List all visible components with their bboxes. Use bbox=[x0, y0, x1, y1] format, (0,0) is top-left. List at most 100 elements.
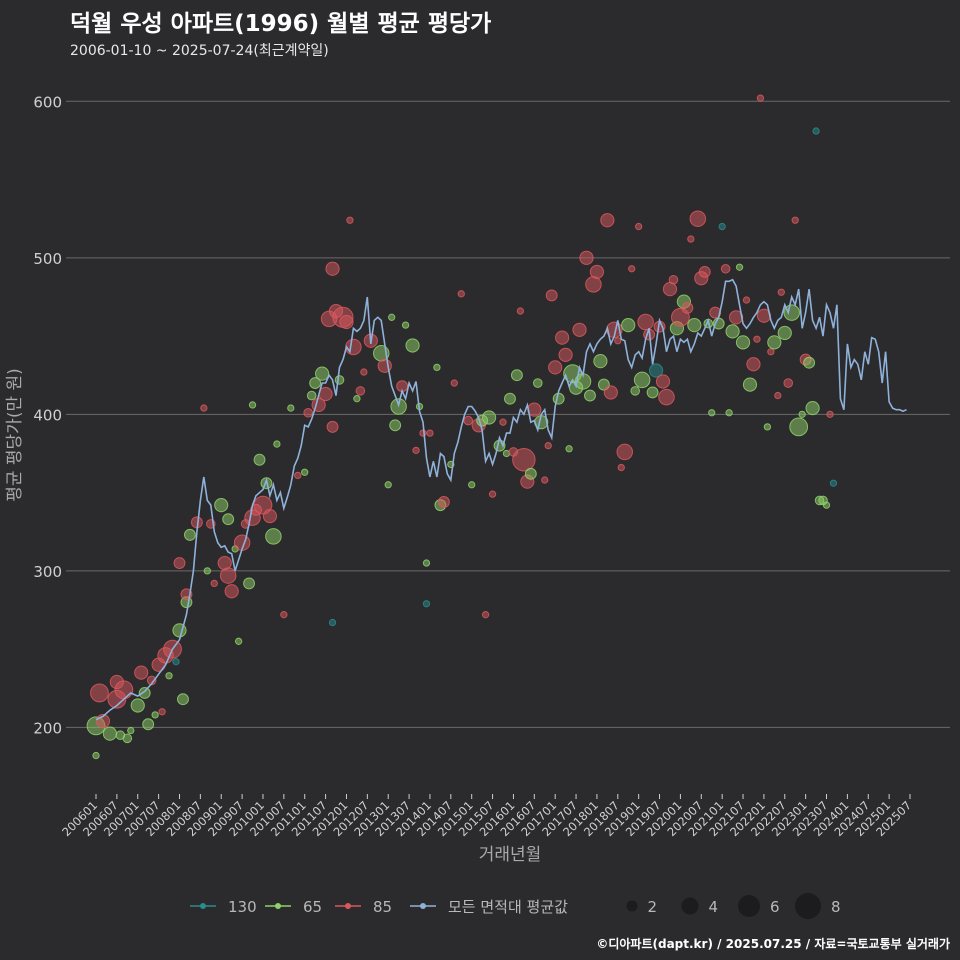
data-point-85 bbox=[600, 213, 615, 228]
data-point-85 bbox=[499, 418, 507, 426]
data-point-65 bbox=[265, 528, 282, 545]
data-point-85 bbox=[200, 404, 208, 412]
average-line bbox=[95, 278, 907, 721]
legend-size-circle bbox=[795, 893, 821, 919]
data-point-65 bbox=[646, 386, 659, 399]
data-point-65 bbox=[789, 417, 809, 437]
y-axis-label: 평균 평당가(만 원) bbox=[5, 368, 25, 502]
data-point-65 bbox=[334, 375, 345, 385]
data-point-85 bbox=[488, 490, 497, 498]
data-point-65 bbox=[687, 318, 702, 333]
data-point-65 bbox=[565, 445, 573, 453]
data-point-85 bbox=[326, 420, 339, 433]
legend-size-label: 4 bbox=[709, 898, 719, 916]
data-point-65 bbox=[725, 324, 740, 339]
data-point-85 bbox=[558, 347, 573, 362]
data-point-65 bbox=[389, 419, 402, 432]
data-point-65 bbox=[234, 637, 243, 645]
data-point-85 bbox=[756, 94, 765, 102]
legend-label: 85 bbox=[373, 898, 392, 916]
data-point-85 bbox=[687, 235, 695, 243]
data-point-130 bbox=[172, 658, 180, 666]
y-tick-label: 500 bbox=[33, 250, 62, 268]
data-point-85 bbox=[777, 288, 785, 296]
data-point-85 bbox=[635, 222, 643, 231]
legend-label: 65 bbox=[303, 898, 322, 916]
data-point-85 bbox=[516, 307, 525, 315]
data-point-85 bbox=[555, 330, 570, 345]
data-point-85 bbox=[668, 274, 679, 285]
data-point-85 bbox=[826, 410, 834, 418]
data-point-65 bbox=[433, 363, 441, 372]
data-point-85 bbox=[662, 282, 678, 297]
data-point-85 bbox=[689, 210, 707, 227]
data-point-85 bbox=[681, 301, 694, 314]
data-point-85 bbox=[360, 368, 368, 376]
data-point-65 bbox=[593, 354, 608, 369]
data-point-85 bbox=[544, 442, 552, 450]
data-point-65 bbox=[273, 440, 281, 448]
scatter-points bbox=[86, 94, 838, 760]
data-point-65 bbox=[552, 392, 565, 405]
legend-swatch-dot bbox=[275, 903, 281, 909]
data-point-65 bbox=[151, 711, 159, 719]
data-point-85 bbox=[280, 611, 288, 619]
data-point-85 bbox=[698, 265, 711, 278]
data-point-85 bbox=[224, 584, 239, 599]
data-point-85 bbox=[346, 216, 354, 224]
y-tick-label: 600 bbox=[33, 93, 62, 111]
data-point-65 bbox=[481, 410, 497, 425]
data-point-85 bbox=[134, 665, 149, 680]
data-point-85 bbox=[617, 463, 625, 472]
data-point-65 bbox=[287, 404, 295, 412]
legend-size-label: 2 bbox=[648, 898, 658, 916]
data-point-85 bbox=[791, 216, 799, 224]
data-point-85 bbox=[579, 250, 594, 265]
data-point-85 bbox=[774, 391, 782, 400]
chart-subtitle: 2006-01-10 ~ 2025-07-24(최근계약일) bbox=[70, 43, 329, 59]
data-point-85 bbox=[628, 265, 636, 273]
data-point-85 bbox=[548, 360, 563, 375]
legend-size-circle bbox=[738, 895, 760, 917]
data-point-85 bbox=[709, 306, 722, 319]
data-point-85 bbox=[637, 313, 654, 331]
data-point-85 bbox=[545, 289, 558, 302]
data-point-65 bbox=[138, 687, 151, 699]
legend-size-label: 6 bbox=[770, 898, 780, 916]
data-point-65 bbox=[633, 371, 651, 389]
data-point-65 bbox=[510, 369, 523, 382]
data-point-65 bbox=[165, 672, 173, 680]
data-point-130 bbox=[718, 222, 726, 231]
grid-lines bbox=[66, 100, 950, 728]
data-point-85 bbox=[616, 443, 634, 461]
data-point-85 bbox=[512, 448, 536, 472]
chart-title: 덕월 우성 아파트(1996) 월별 평균 평당가 bbox=[70, 11, 492, 37]
data-point-65 bbox=[214, 498, 229, 513]
data-point-65 bbox=[767, 335, 782, 350]
data-point-65 bbox=[301, 468, 309, 476]
data-point-65 bbox=[102, 726, 118, 741]
data-point-65 bbox=[584, 389, 596, 402]
data-point-85 bbox=[541, 476, 549, 484]
data-point-65 bbox=[405, 338, 420, 353]
data-point-85 bbox=[457, 290, 465, 298]
data-point-65 bbox=[122, 733, 133, 744]
y-tick-label: 300 bbox=[33, 563, 62, 581]
data-point-65 bbox=[532, 378, 543, 388]
data-point-85 bbox=[173, 557, 186, 569]
data-point-85 bbox=[325, 261, 340, 276]
legend-swatch-dot bbox=[345, 903, 351, 909]
x-axis-label: 거래년월 bbox=[479, 845, 542, 865]
legend-size-label: 8 bbox=[831, 898, 841, 916]
data-point-85 bbox=[158, 708, 166, 716]
data-point-65 bbox=[777, 325, 792, 341]
data-point-85 bbox=[585, 276, 602, 293]
data-point-85 bbox=[339, 314, 354, 330]
legend: 130 65 85 모든 면적대 평균값 2 4 6 8 bbox=[190, 893, 841, 919]
data-point-85 bbox=[767, 348, 775, 356]
data-point-65 bbox=[243, 577, 256, 590]
y-tick-labels: 200 300 400 500 600 bbox=[33, 93, 62, 737]
data-point-65 bbox=[735, 335, 751, 350]
data-point-65 bbox=[183, 528, 196, 541]
data-point-85 bbox=[294, 471, 302, 480]
